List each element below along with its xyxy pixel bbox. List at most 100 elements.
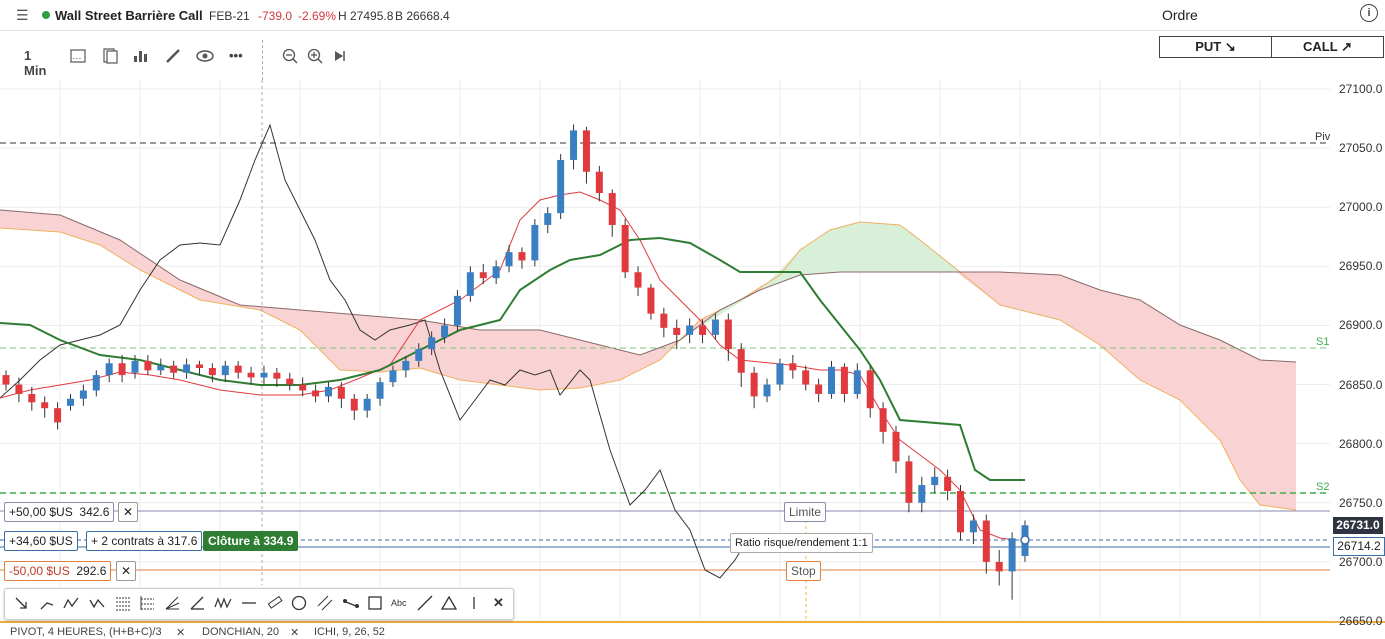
candle-body [312, 390, 320, 397]
rect-icon[interactable] [367, 595, 383, 614]
indicator-donchian-close-icon[interactable]: ✕ [290, 627, 300, 639]
candle-body [828, 366, 836, 395]
drawing-tools-bar: Abc ✕ [4, 588, 514, 620]
candle-body [815, 384, 823, 395]
candle-body [776, 363, 784, 385]
hline-icon[interactable] [241, 595, 257, 614]
contracts-tag[interactable]: + 2 contrats à 317.6 [86, 531, 203, 551]
cloud-span-b [0, 209, 1297, 363]
candle-body [118, 363, 126, 376]
zoom-out-icon[interactable] [282, 48, 298, 67]
play-icon[interactable] [333, 48, 347, 67]
limit-profit: +50,00 $US [9, 505, 73, 519]
candle-body [324, 386, 332, 397]
stop-loss: -50,00 $US [9, 564, 70, 578]
candle-body [105, 363, 113, 376]
limit-order-tag[interactable]: +50,00 $US 342.6 [4, 502, 115, 522]
call-button[interactable]: CALL ↗ [1303, 39, 1352, 54]
candle-body [840, 366, 848, 395]
current-price-box: 26731.0 [1333, 517, 1383, 534]
tenkan-line [0, 191, 1016, 541]
candle-body [518, 252, 526, 261]
indicator-pivot[interactable]: PIVOT, 4 HEURES, (H+B+C)/3 [10, 626, 162, 638]
candle-body [621, 224, 629, 273]
indicators-icon[interactable] [102, 48, 118, 67]
stop-label[interactable]: Stop [786, 561, 821, 581]
line-icon[interactable] [39, 595, 55, 614]
vline-icon[interactable] [470, 595, 478, 614]
candle-body [299, 384, 307, 391]
zoom-in-icon[interactable] [307, 48, 323, 67]
text-icon[interactable]: Abc [391, 598, 407, 608]
candle-body [699, 325, 707, 335]
timeframe-button[interactable]: 1 Min [24, 48, 47, 78]
price-axis-label: 27000.0 [1339, 200, 1383, 215]
candle-body [544, 213, 552, 225]
candle-body [221, 365, 229, 376]
candle-body [905, 461, 913, 503]
position-profit-tag[interactable]: +34,60 $US [4, 531, 78, 551]
ruler-icon[interactable] [267, 595, 283, 614]
stop-order-tag[interactable]: -50,00 $US 292.6 [4, 561, 112, 581]
candle-body [144, 360, 152, 371]
limit-close-button[interactable]: ✕ [118, 502, 138, 522]
zigzag-icon[interactable] [63, 595, 79, 614]
channel-icon[interactable] [317, 595, 333, 614]
candle-body [673, 327, 681, 335]
expiry-label: FEB-21 [209, 9, 250, 23]
close-icon[interactable]: ✕ [493, 595, 504, 610]
candle-body [918, 485, 926, 503]
price-axis-label: 26650.0 [1339, 614, 1383, 628]
s1-label: S1 [1316, 336, 1330, 348]
candle-body [131, 360, 139, 373]
candle-body [54, 408, 62, 423]
candles-settings-icon[interactable] [70, 48, 86, 67]
candle-body [157, 365, 165, 371]
more-icon[interactable]: ••• [229, 48, 243, 63]
price-axis-label: 26900.0 [1339, 318, 1383, 333]
indicator-donchian[interactable]: DONCHIAN, 20 [202, 626, 280, 638]
info-icon[interactable]: i [1360, 4, 1378, 22]
candle-body [995, 561, 1003, 572]
indicator-ichimoku[interactable]: ICHI, 9, 26, 52 [314, 626, 385, 638]
candle-body [428, 337, 436, 350]
pencil-icon[interactable] [165, 48, 181, 67]
low-value: B 26668.4 [395, 9, 450, 23]
put-button[interactable]: PUT ↘ [1160, 37, 1272, 57]
stop-price: 292.6 [76, 564, 107, 578]
path-icon[interactable] [342, 595, 360, 614]
stop-close-button[interactable]: ✕ [116, 561, 136, 581]
entry-price-box: 26714.2 [1333, 537, 1385, 556]
eye-icon[interactable] [196, 48, 214, 67]
candle-body [763, 384, 771, 397]
lagging-span [0, 123, 761, 579]
risk-reward-label: Ratio risque/rendement 1:1 [730, 533, 873, 553]
angle-icon[interactable] [189, 595, 205, 614]
bar-chart-icon[interactable] [133, 48, 149, 67]
circle-icon[interactable] [291, 595, 307, 614]
candle-body [505, 252, 513, 267]
ray-icon[interactable] [417, 595, 433, 614]
indicator-pivot-close-icon[interactable]: ✕ [176, 627, 186, 639]
candle-body [724, 319, 732, 350]
pattern-icon[interactable] [214, 595, 232, 614]
candle-body [879, 408, 887, 432]
candle-body [208, 368, 216, 376]
triangle-icon[interactable] [440, 595, 458, 614]
hamburger-menu-icon[interactable]: ☰ [16, 7, 29, 23]
candle-body [866, 370, 874, 409]
fib-fan-icon[interactable] [139, 595, 155, 614]
pitchfork-icon[interactable] [164, 595, 180, 614]
arrow-icon[interactable] [13, 595, 29, 614]
candle-body [570, 130, 578, 160]
close-position-button[interactable]: Clôture à 334.9 [203, 531, 299, 551]
candle-body [28, 394, 36, 403]
candle-body [557, 159, 565, 214]
fib-icon[interactable] [115, 595, 131, 614]
wave-icon[interactable] [89, 595, 105, 614]
ichimoku-cloud-red [0, 210, 1296, 510]
candle-body [789, 363, 797, 371]
limit-label[interactable]: Limite [784, 502, 827, 522]
candle-body [389, 370, 397, 383]
